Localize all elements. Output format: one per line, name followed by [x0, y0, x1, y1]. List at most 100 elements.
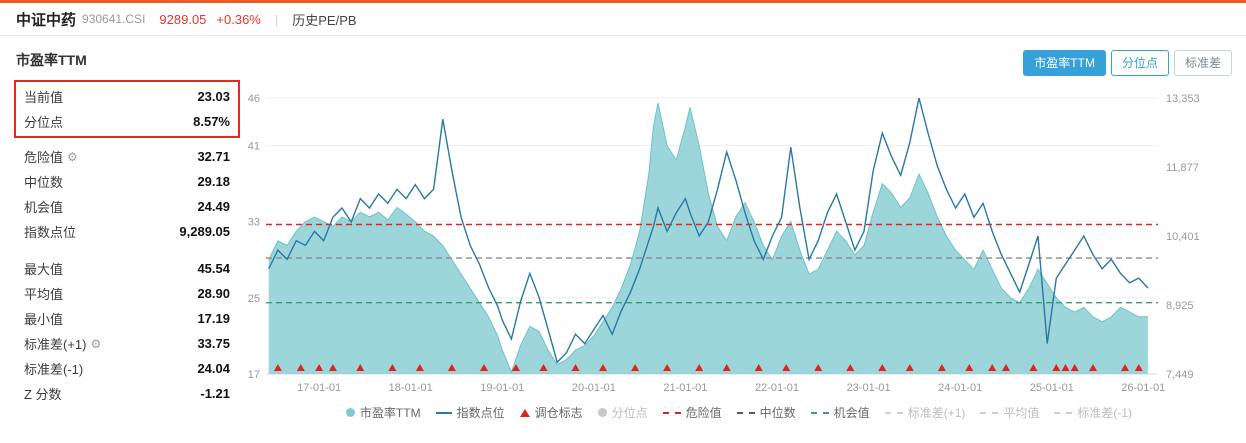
chart-type-toolbar: 市盈率TTM 分位点 标准差 — [240, 50, 1232, 76]
rebalance-marker-icon — [846, 364, 855, 371]
circle-marker-icon — [597, 408, 607, 417]
stat-row: 指数点位 9,289.05 — [24, 219, 230, 244]
tab-stddev[interactable]: 标准差 — [1173, 50, 1232, 76]
rebalance-marker-icon — [663, 364, 672, 371]
legend-label: 指数点位 — [456, 406, 505, 420]
legend-item-7[interactable]: 标准差(+1) — [884, 404, 966, 421]
x-axis-tick: 20-01-01 — [572, 382, 616, 394]
stat-label: 中位数 — [24, 175, 64, 190]
x-axis-tick: 22-01-01 — [755, 382, 799, 394]
rebalance-marker-icon — [599, 364, 607, 371]
legend-label: 调仓标志 — [534, 406, 583, 420]
rebalance-marker-icon — [1070, 364, 1079, 371]
stat-value: 17.19 — [197, 311, 230, 326]
header-divider: | — [274, 11, 279, 27]
legend-item-4[interactable]: 危险值 — [662, 404, 722, 421]
dash-marker-icon — [1054, 411, 1073, 414]
stat-label: 机会值 — [24, 200, 64, 215]
tab-pe-ttm[interactable]: 市盈率TTM — [1023, 50, 1106, 76]
stat-label: 当前值 — [24, 90, 64, 105]
stat-label: 最大值 — [24, 262, 64, 277]
rebalance-marker-icon — [571, 364, 580, 371]
rebalance-marker-icon — [754, 364, 763, 371]
left-axis-tick: 33 — [248, 217, 260, 229]
main-content: 市盈率TTM 当前值 23.03 分位点 8.57% 危险值 ⚙ 32.71 中位数 29.1… — [0, 36, 1246, 421]
right-axis-tick: 7,449 — [1166, 369, 1194, 381]
rebalance-marker-icon — [1121, 364, 1129, 371]
index-code: 930641.CSI — [82, 12, 146, 26]
gear-icon[interactable]: ⚙ — [67, 149, 78, 164]
x-axis-tick: 24-01-01 — [938, 382, 982, 394]
stat-label: Z 分数 — [24, 387, 62, 402]
summary-stats-group: 最大值 45.54 平均值 28.90 最小值 17.19 标准差(+1) ⚙ 33.75 标准差… — [14, 256, 240, 406]
stat-label: 危险值 ⚙ — [24, 149, 78, 166]
legend-item-5[interactable]: 中位数 — [736, 404, 796, 421]
x-axis-tick: 17-01-01 — [297, 382, 341, 394]
stat-value: 8.57% — [193, 114, 230, 129]
nav-history-pe-pb[interactable]: 历史PE/PB — [292, 12, 357, 28]
index-change: +0.36% — [216, 11, 261, 27]
legend-label: 危险值 — [685, 406, 722, 420]
stat-label: 标准差(+1) ⚙ — [24, 336, 102, 353]
legend-item-1[interactable]: 指数点位 — [435, 404, 505, 421]
legend-item-8[interactable]: 平均值 — [980, 404, 1039, 421]
rebalance-marker-icon — [1029, 364, 1038, 371]
rebalance-marker-icon — [512, 364, 520, 371]
rebalance-marker-icon — [415, 364, 424, 371]
legend-item-0[interactable]: 市盈率TTM — [345, 404, 421, 421]
index-price: 9289.05 — [159, 11, 207, 27]
stat-row: 当前值 23.03 — [24, 84, 230, 109]
stat-row: 分位点 8.57% — [24, 109, 230, 134]
dash-marker-icon — [736, 411, 755, 414]
chart-legend: 市盈率TTM 指数点位 调仓标志 分位点 危险值 中位数 机会值 标准差(+1) 平均值 标准差(… — [240, 404, 1238, 421]
stat-row: 最小值 17.19 — [24, 306, 230, 331]
x-axis-tick: 18-01-01 — [389, 382, 433, 394]
stat-value: 45.54 — [197, 261, 230, 276]
tab-percentile[interactable]: 分位点 — [1110, 50, 1169, 76]
right-axis-tick: 8,925 — [1166, 300, 1194, 312]
stat-label: 最小值 — [24, 312, 64, 327]
stat-row: 危险值 ⚙ 32.71 — [24, 144, 230, 169]
stat-row: 平均值 28.90 — [24, 281, 230, 306]
stat-label: 标准差(-1) — [24, 362, 84, 377]
legend-label: 标准差(+1) — [907, 406, 966, 420]
rebalance-marker-icon — [937, 364, 946, 371]
stat-row: 机会值 24.49 — [24, 194, 230, 219]
index-name: 中证中药 — [16, 11, 77, 29]
stat-value: 29.18 — [197, 174, 230, 189]
left-axis-tick: 46 — [248, 93, 260, 105]
right-axis-tick: 11,877 — [1166, 162, 1199, 174]
rebalance-marker-icon — [447, 364, 456, 371]
line-marker-icon — [435, 411, 452, 414]
rebalance-marker-icon — [1052, 364, 1061, 371]
rebalance-marker-icon — [539, 364, 548, 371]
stats-panel: 市盈率TTM 当前值 23.03 分位点 8.57% 危险值 ⚙ 32.71 中位数 29.1… — [14, 46, 240, 421]
stat-label: 平均值 — [24, 287, 64, 302]
legend-item-2[interactable]: 调仓标志 — [519, 404, 583, 421]
x-axis-tick: 26-01-01 — [1121, 382, 1165, 394]
rebalance-marker-icon — [388, 364, 397, 371]
stat-value: 33.75 — [197, 336, 230, 351]
stat-value: 23.03 — [197, 89, 230, 104]
stat-value: 24.49 — [197, 199, 230, 214]
pe-history-chart[interactable]: 17 25 33 41 46 7,449 8,925 10,401 11,877 13,353 17… — [240, 88, 1230, 400]
page-header: 中证中药 930641.CSI 9289.05 +0.36% | 历史PE/PB — [0, 3, 1246, 36]
right-axis-tick: 13,353 — [1166, 93, 1200, 105]
x-axis-tick: 25-01-01 — [1030, 382, 1074, 394]
rebalance-marker-icon — [814, 364, 823, 371]
current-value-highlight-box: 当前值 23.03 分位点 8.57% — [14, 80, 240, 138]
legend-item-6[interactable]: 机会值 — [810, 404, 870, 421]
rebalance-marker-icon — [1134, 364, 1143, 371]
legend-item-3[interactable]: 分位点 — [597, 404, 648, 421]
x-axis-tick: 23-01-01 — [847, 382, 891, 394]
rebalance-marker-icon — [315, 364, 324, 371]
gear-icon[interactable]: ⚙ — [90, 336, 102, 351]
rebalance-marker-icon — [722, 364, 731, 371]
index-line-series — [268, 97, 1149, 364]
chart-area: 市盈率TTM 分位点 标准差 17 25 33 41 46 7,449 8,925 10,40… — [240, 46, 1238, 421]
stat-value: 9,289.05 — [179, 224, 230, 239]
legend-item-9[interactable]: 标准差(-1) — [1054, 404, 1132, 421]
legend-label: 机会值 — [833, 406, 870, 420]
rebalance-marker-icon — [1061, 364, 1070, 371]
stat-value: 32.71 — [197, 149, 230, 164]
